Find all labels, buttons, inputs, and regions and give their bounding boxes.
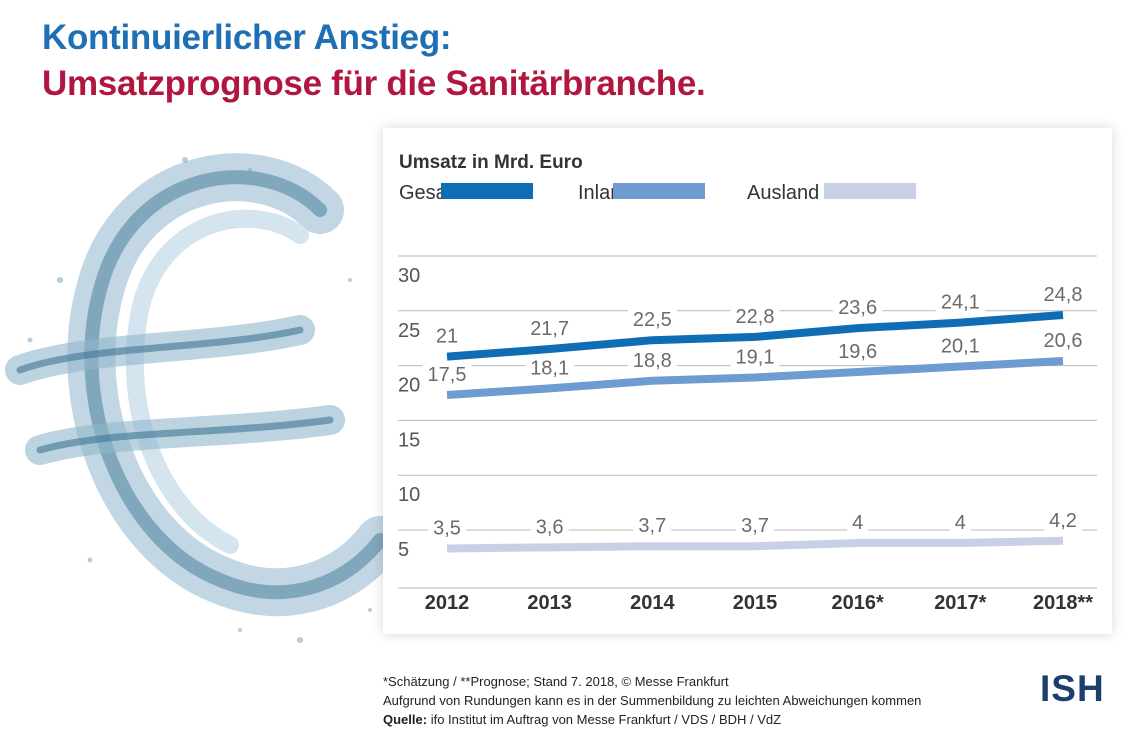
data-label-ausland-4: 4 [852,512,863,534]
data-label-bg-ausland-5 [949,510,971,535]
legend-swatch-ausland [824,183,916,199]
data-label-ausland-0: 3,5 [433,517,461,539]
data-label-inland-3: 19,1 [736,346,775,368]
series-line-inland [446,357,1064,399]
title-line-1: Kontinuierlicher Anstieg: [42,18,452,57]
ish-logo: ISH [1040,668,1105,709]
data-label-bg-gesamt-0 [430,324,464,349]
x-tick-label-2018**: 2018** [1033,592,1093,614]
data-label-gesamt-5: 24,1 [941,292,980,314]
x-tick-label-2013: 2013 [527,592,572,614]
y-tick-label-20: 20 [398,375,420,397]
footnote-estimate: *Schätzung / **Prognose; Stand 7. 2018, … [383,674,729,689]
x-tick-label-2012: 2012 [425,592,470,614]
source-label: Quelle: [383,712,428,727]
y-tick-label-10: 10 [398,484,420,506]
data-label-inland-1: 18,1 [530,357,569,379]
data-label-gesamt-1: 21,7 [530,318,569,340]
data-label-bg-ausland-0 [428,516,466,541]
y-tick-label-30: 30 [398,265,420,287]
data-label-bg-inland-2 [627,348,677,373]
data-label-bg-gesamt-6 [1038,282,1088,307]
series-line-gesamt [446,311,1064,361]
data-label-gesamt-3: 22,8 [736,306,775,328]
data-label-bg-gesamt-1 [525,316,575,341]
data-label-gesamt-4: 23,6 [838,297,877,319]
data-label-bg-gesamt-5 [935,290,985,315]
data-label-gesamt-2: 22,5 [633,309,672,331]
source-text: ifo Institut im Auftrag von Messe Frankf… [427,712,782,727]
data-label-ausland-3: 3,7 [741,515,769,537]
y-tick-label-15: 15 [398,429,420,451]
data-label-ausland-2: 3,7 [638,515,666,537]
data-label-inland-2: 18,8 [633,350,672,372]
data-label-bg-gesamt-4 [833,296,883,321]
data-label-bg-inland-4 [833,339,883,364]
data-label-ausland-1: 3,6 [536,516,564,538]
footnote-source: Quelle: ifo Institut im Auftrag von Mess… [383,710,921,729]
data-label-bg-gesamt-2 [627,308,677,333]
data-label-bg-ausland-2 [633,514,672,539]
data-label-ausland-5: 4 [955,512,966,534]
series-line-ausland [446,536,1064,553]
data-label-bg-gesamt-3 [730,304,780,329]
data-label-bg-ausland-6 [1044,508,1082,533]
footnote-rounding: Aufgrund von Rundungen kann es in der Su… [383,693,922,708]
legend-swatch-inland [613,183,705,199]
chart-panel: Umsatz in Mrd. Euro Gesamt Inland Ausland 30… [383,128,1112,634]
x-tick-label-2017*: 2017* [934,592,986,614]
x-tick-label-2016*: 2016* [832,592,884,614]
data-label-inland-6: 20,6 [1044,330,1083,352]
data-label-bg-inland-0 [422,363,472,387]
data-label-bg-ausland-4 [847,510,869,535]
title-line-2: Umsatzprognose für die Sanitärbranche. [42,64,706,103]
data-label-ausland-6: 4,2 [1049,510,1077,532]
data-label-gesamt-0: 21 [436,326,458,348]
data-label-bg-inland-5 [935,334,985,359]
legend-swatch-gesamt [441,183,533,199]
data-label-gesamt-6: 24,8 [1044,284,1083,306]
data-label-bg-ausland-3 [736,514,774,539]
data-label-inland-4: 19,6 [838,341,877,363]
x-tick-label-2014: 2014 [630,592,675,614]
footer-notes: *Schätzung / **Prognose; Stand 7. 2018, … [383,672,921,729]
data-label-bg-inland-1 [525,356,575,381]
legend-label-ausland: Ausland [747,182,819,204]
data-label-bg-inland-3 [730,345,780,370]
data-label-inland-0: 17,5 [428,364,467,386]
y-tick-label-5: 5 [398,539,409,561]
chart-title: Umsatz in Mrd. Euro [399,152,583,173]
data-label-bg-ausland-1 [530,515,569,540]
y-tick-label-25: 25 [398,320,420,342]
water-euro-splash-image [5,153,400,643]
x-tick-label-2015: 2015 [733,592,778,614]
data-label-inland-5: 20,1 [941,336,980,358]
data-label-bg-inland-6 [1038,329,1088,354]
